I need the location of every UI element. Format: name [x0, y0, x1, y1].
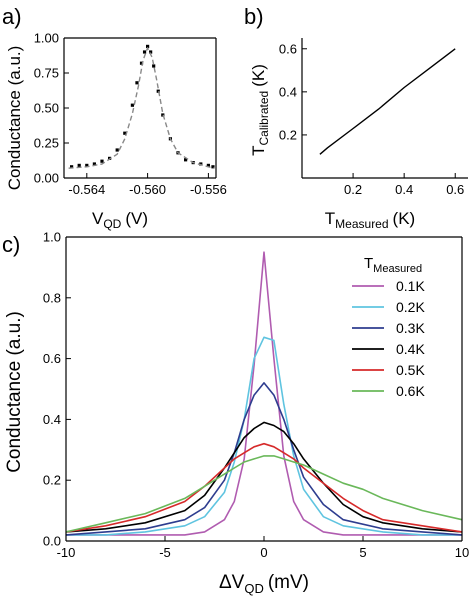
- panel-c-x-tick-label: -10: [57, 545, 76, 560]
- legend-title: TMeasured: [364, 255, 422, 275]
- panel-a-axes: -0.564 -0.560 -0.556 0.00 0.25 0.50 0.75 1.00: [34, 31, 227, 198]
- panel-a-x-tick-label: -0.556: [190, 182, 227, 197]
- panel-a-data-point: [152, 64, 156, 68]
- panel-c-x-axis-label: ΔVQD (mV): [219, 572, 309, 596]
- panel-b-axes: 0.2 0.4 0.6 0.2 0.4 0.6: [279, 38, 468, 197]
- panel-c: c) -10 -5 0 5 10 0.0 0.2 0.4 0.6 0.8 1.0 Conductan…: [2, 230, 469, 597]
- panel-c-y-tick-label: 0.4: [43, 412, 61, 427]
- panel-a-x-tick-label: -0.560: [129, 182, 166, 197]
- panel-c-y-tick-label: 1.0: [43, 230, 61, 245]
- panel-c-y-tick-label: 0.8: [43, 290, 61, 305]
- panel-b-y-tick-label: 0.2: [279, 127, 297, 142]
- panel-a-data-point: [100, 159, 104, 163]
- panel-a-x-axis-label: VQD (V): [92, 209, 148, 231]
- panel-a-data-point: [206, 163, 210, 167]
- panel-c-y-axis-label: Conductance (a.u.): [4, 311, 25, 473]
- panel-a-label: a): [2, 4, 22, 29]
- panel-a-x-tick-label: -0.564: [68, 182, 105, 197]
- panel-b-x-axis-label-main: T: [325, 209, 335, 228]
- panel-c-x-tick-label: 5: [359, 545, 366, 560]
- legend-06K-label: 0.6K: [396, 383, 425, 399]
- panel-a-data-point: [70, 165, 74, 169]
- panel-c-plot-area: [65, 251, 463, 536]
- legend-02K-label: 0.2K: [396, 299, 425, 315]
- panel-c-series-03K-line: [65, 382, 463, 536]
- panel-a-data-point: [146, 44, 150, 48]
- panel-c-x-axis-label-main: ΔV: [219, 572, 245, 593]
- panel-a-data-point: [115, 148, 119, 152]
- panel-a-data-point: [211, 165, 215, 169]
- panel-a-data-point: [156, 89, 160, 93]
- panel-c-series-06K-line: [65, 455, 463, 533]
- panel-a-data-point: [77, 163, 81, 167]
- panel-a-data-point: [184, 158, 188, 162]
- panel-c-x-tick-label: 10: [455, 545, 469, 560]
- panel-a-data-point: [92, 162, 96, 166]
- panel-b-y-axis-label-sub: Calibrated: [257, 91, 271, 146]
- panel-c-y-tick-label: 0.6: [43, 351, 61, 366]
- panel-c-series-04K-line: [65, 421, 463, 533]
- panel-a-y-tick-label: 1.00: [34, 31, 59, 46]
- panel-a-y-axis-label: Conductance (a.u.): [5, 46, 24, 191]
- panel-a-y-tick-label: 0.75: [34, 66, 59, 81]
- panel-a-data-point: [123, 131, 127, 135]
- panel-a-data-point: [149, 50, 153, 54]
- legend-title-sub: Measured: [373, 263, 422, 275]
- panel-c-x-tick-label: 0: [260, 545, 267, 560]
- panel-c-y-tick-label: 0.0: [43, 534, 61, 549]
- panel-a-data-point: [135, 81, 139, 85]
- legend-05K-label: 0.5K: [396, 362, 425, 378]
- panel-b-label: b): [244, 4, 264, 29]
- legend-title-main: T: [364, 255, 373, 272]
- panel-a-x-axis-label-main: V: [92, 209, 104, 228]
- panel-b-x-tick-label: 0.6: [446, 182, 464, 197]
- panel-b-y-axis-label-main: T: [249, 145, 268, 155]
- panel-a-data-point: [142, 50, 147, 54]
- panel-a-y-tick-label: 0.50: [34, 101, 59, 116]
- panel-b-y-tick-label: 0.4: [279, 84, 297, 99]
- panel-c-label: c): [2, 232, 20, 257]
- legend-04K-label: 0.4K: [396, 341, 425, 357]
- panel-a: a) -0.564 -0.560 -0.556 0.00 0.25 0.50 0.75 1.0…: [2, 4, 227, 231]
- panel-b-y-axis-label: TCalibrated (K): [249, 64, 271, 156]
- panel-c-x-axis-label-sub: QD: [244, 581, 264, 596]
- panel-c-x-axis-label-unit: (mV): [268, 572, 309, 593]
- panel-c-legend: TMeasured 0.1K 0.2K 0.3K 0.4K 0.5K 0.6K: [352, 255, 425, 399]
- panel-c-y-tick-label: 0.2: [43, 473, 61, 488]
- panel-b-x-axis-label-unit: (K): [393, 209, 416, 228]
- panel-c-series-05K-line: [65, 442, 463, 533]
- legend-03K-label: 0.3K: [396, 320, 425, 336]
- panel-a-y-tick-label: 0.25: [34, 136, 59, 151]
- panel-a-data-point: [130, 103, 134, 107]
- panel-b-x-axis-label: TMeasured (K): [325, 209, 415, 231]
- panel-b-x-tick-label: 0.2: [344, 182, 362, 197]
- panel-a-x-axis-label-sub: QD: [103, 217, 121, 231]
- panel-a-y-tick-label: 0.00: [34, 171, 59, 186]
- panel-b-x-axis-label-sub: Measured: [335, 217, 388, 231]
- panel-b-y-axis-label-unit: (K): [249, 64, 268, 87]
- panel-b-plot-area: [319, 48, 456, 155]
- panel-c-axes: -10 -5 0 5 10 0.0 0.2 0.4 0.6 0.8 1.0: [43, 230, 469, 561]
- panel-b: b) 0.2 0.4 0.60.20.40.6 TCalibrated(K) TMe…: [244, 4, 468, 231]
- panel-a-data-point: [85, 163, 89, 167]
- panel-a-data-point: [139, 61, 144, 65]
- panel-a-x-axis-label-unit: (V): [125, 209, 148, 228]
- panel-b-y-tick-label: 0.6: [279, 41, 297, 56]
- panel-a-series-1-line: [68, 47, 215, 169]
- panel-c-series-01K-line: [66, 251, 462, 536]
- panel-b-x-tick-label: 0.4: [395, 182, 413, 197]
- panel-c-series-02K-line: [66, 336, 462, 536]
- panel-c-x-tick-label: -5: [159, 545, 171, 560]
- legend-01K-label: 0.1K: [396, 278, 425, 294]
- panel-b-series-0-line: [319, 48, 456, 155]
- panel-a-plot-area: [68, 44, 215, 169]
